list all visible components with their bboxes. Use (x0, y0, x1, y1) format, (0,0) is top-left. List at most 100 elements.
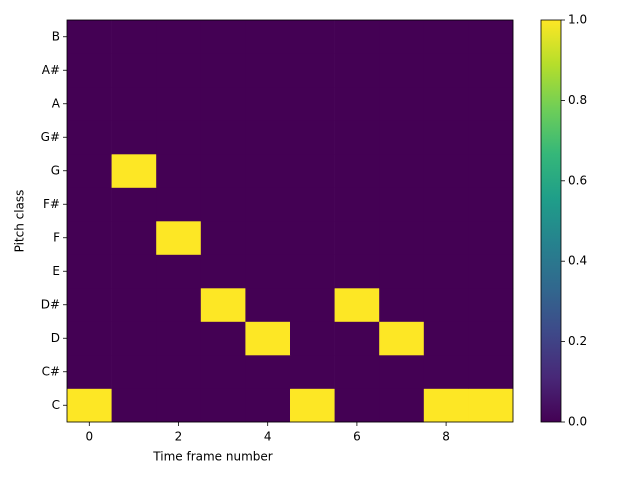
heatmap-cell (67, 120, 112, 155)
heatmap-cell (290, 221, 335, 255)
heatmap-cell (67, 355, 112, 389)
heatmap-cell (156, 388, 202, 423)
heatmap-cell (423, 388, 469, 423)
heatmap-cell (200, 355, 246, 389)
colorbar-tick-label: 1.0 (568, 13, 587, 27)
heatmap-cell (245, 53, 291, 88)
heatmap-cell (379, 53, 425, 88)
heatmap-cell (200, 187, 246, 222)
heatmap-cell (423, 87, 469, 121)
y-tick-label: A# (42, 63, 60, 77)
heatmap-cell (111, 87, 157, 121)
heatmap-cell (423, 221, 469, 255)
heatmap-cell (468, 53, 514, 88)
heatmap-cell (468, 154, 514, 188)
y-tick-label: D# (41, 297, 60, 311)
heatmap-cell (245, 120, 291, 155)
heatmap-cell (379, 154, 425, 188)
heatmap-cell (245, 321, 291, 356)
heatmap-cell (156, 221, 202, 255)
y-tick-label: F (53, 230, 60, 244)
heatmap-cell (156, 120, 202, 155)
heatmap-cell (290, 20, 335, 54)
heatmap-cell (290, 120, 335, 155)
heatmap-cell (200, 388, 246, 423)
heatmap-cell (423, 187, 469, 222)
heatmap-cell (245, 288, 291, 322)
heatmap-cell (156, 321, 202, 356)
heatmap-cell (334, 53, 380, 88)
heatmap-cell (423, 120, 469, 155)
heatmap-cell (468, 87, 514, 121)
heatmap-cell (200, 254, 246, 289)
colorbar-tick-label: 0.6 (568, 173, 587, 187)
heatmap-cell (290, 154, 335, 188)
heatmap-cell (290, 53, 335, 88)
colorbar (540, 19, 562, 423)
heatmap-cell (111, 254, 157, 289)
heatmap-cell (468, 20, 514, 54)
colorbar-tick-label: 0.2 (568, 334, 587, 348)
colorbar-tick-label: 0.4 (568, 254, 587, 268)
heatmap-cell (290, 321, 335, 356)
heatmap-cell (67, 154, 112, 188)
heatmap-cell (245, 187, 291, 222)
heatmap-cell (379, 288, 425, 322)
heatmap-cell (379, 355, 425, 389)
x-tick-label: 2 (175, 430, 183, 444)
heatmap-cell (111, 221, 157, 255)
heatmap-cell (111, 120, 157, 155)
heatmap-cell (200, 20, 246, 54)
heatmap-cell (67, 388, 112, 423)
heatmap-cell (156, 154, 202, 188)
heatmap-cell (245, 20, 291, 54)
heatmap-cell (290, 355, 335, 389)
heatmap-cell (67, 187, 112, 222)
heatmap-cell (200, 53, 246, 88)
y-tick-label: D (51, 331, 60, 345)
heatmap-cell (334, 388, 380, 423)
heatmap-cell (334, 120, 380, 155)
colorbar-tick-label: 0.8 (568, 93, 587, 107)
heatmap-cell (334, 355, 380, 389)
heatmap-cell (423, 53, 469, 88)
heatmap-cell (334, 254, 380, 289)
heatmap-cell (423, 154, 469, 188)
heatmap-cell (67, 20, 112, 54)
heatmap-cell (111, 53, 157, 88)
y-tick-label: A (52, 96, 61, 110)
y-tick-label: E (52, 264, 60, 278)
heatmap-cell (156, 87, 202, 121)
heatmap-cell (156, 288, 202, 322)
y-tick-label: B (52, 29, 60, 43)
heatmap-cell (111, 355, 157, 389)
y-tick-label: C# (42, 364, 60, 378)
heatmap-cell (200, 288, 246, 322)
heatmap-cell (200, 154, 246, 188)
heatmap-cell (245, 87, 291, 121)
colorbar-tick-label: 0.0 (568, 415, 587, 429)
y-tick-label: C (52, 398, 60, 412)
heatmap-cell (334, 187, 380, 222)
heatmap-cell (290, 254, 335, 289)
heatmap-cell (468, 388, 514, 423)
heatmap-cell (334, 154, 380, 188)
heatmap-cell (334, 87, 380, 121)
heatmap-cell (200, 221, 246, 255)
x-axis-label: Time frame number (152, 450, 272, 464)
heatmap-cell (468, 288, 514, 322)
heatmap-cell (67, 221, 112, 255)
x-tick-label: 0 (85, 430, 93, 444)
heatmap-cell (111, 388, 157, 423)
heatmap-cell (290, 288, 335, 322)
heatmap-cell (423, 254, 469, 289)
heatmap-cell (334, 321, 380, 356)
heatmap-cell (111, 187, 157, 222)
heatmap-cell (245, 388, 291, 423)
heatmap-cell (423, 321, 469, 356)
heatmap-cell (468, 187, 514, 222)
y-tick-label: G (51, 163, 60, 177)
heatmap-cell (334, 288, 380, 322)
heatmap-cell (334, 20, 380, 54)
